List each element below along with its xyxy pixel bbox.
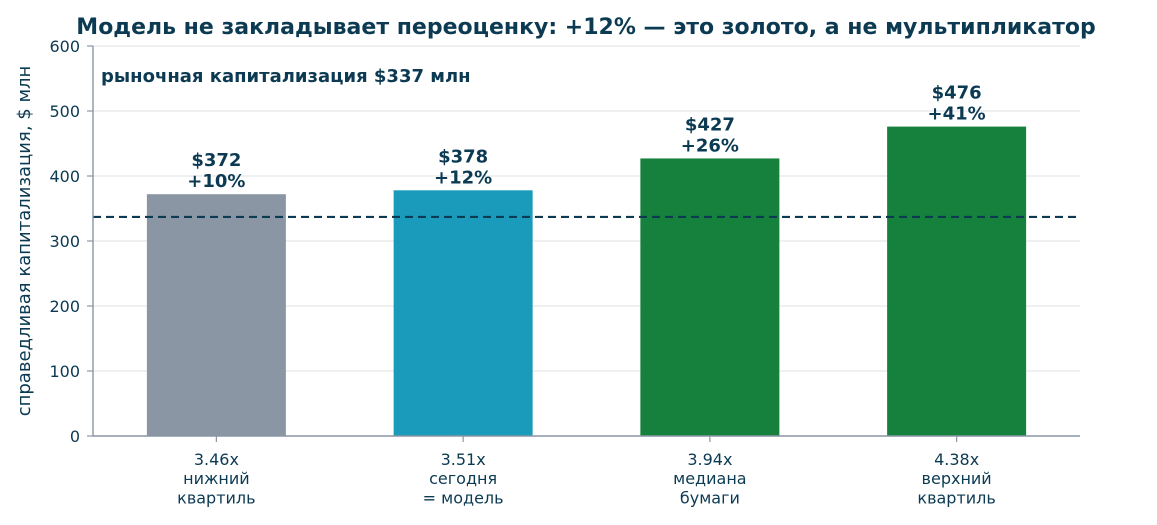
change-label: +26%	[681, 135, 739, 156]
change-label: +12%	[434, 167, 492, 188]
x-tick-label: 3.51x сегодня = модель	[423, 450, 504, 507]
bar	[640, 158, 780, 436]
change-label: +41%	[928, 104, 986, 125]
y-tick-label: 500	[49, 102, 80, 121]
y-tick-label: 400	[49, 167, 80, 186]
value-labels: $372+10% $378+12% $427+26% $476+41%	[187, 83, 985, 193]
value-label: $427	[685, 114, 735, 135]
y-tick-label: 300	[49, 232, 80, 251]
reference-line-label: рыночная капитализация $337 млн	[101, 66, 471, 87]
value-label: $476	[932, 83, 982, 104]
y-axis-label: справедливая капитализация, $ млн	[14, 66, 35, 417]
x-tick-labels: 3.46x нижний квартиль 3.51x сегодня = модель 3…	[177, 436, 996, 507]
bar	[887, 126, 1027, 436]
value-label: $378	[438, 146, 488, 167]
bar	[146, 194, 286, 436]
y-tick-label: 100	[49, 362, 80, 381]
change-label: +10%	[187, 171, 245, 192]
x-tick-label: 4.38x верхний квартиль	[917, 450, 995, 507]
y-tick-label: 200	[49, 297, 80, 316]
bar	[393, 190, 533, 436]
chart-title: Модель не закладывает переоценку: +12% —…	[76, 15, 1095, 40]
x-tick-label: 3.46x нижний квартиль	[177, 450, 255, 507]
x-tick-label: 3.94x медиана бумаги	[673, 450, 746, 507]
bars	[146, 126, 1027, 436]
value-label: $372	[191, 150, 241, 171]
y-tick-label: 0	[70, 427, 80, 446]
y-tick-labels: 0 100 200 300 400 500 600	[49, 37, 93, 446]
y-tick-label: 600	[49, 37, 80, 56]
